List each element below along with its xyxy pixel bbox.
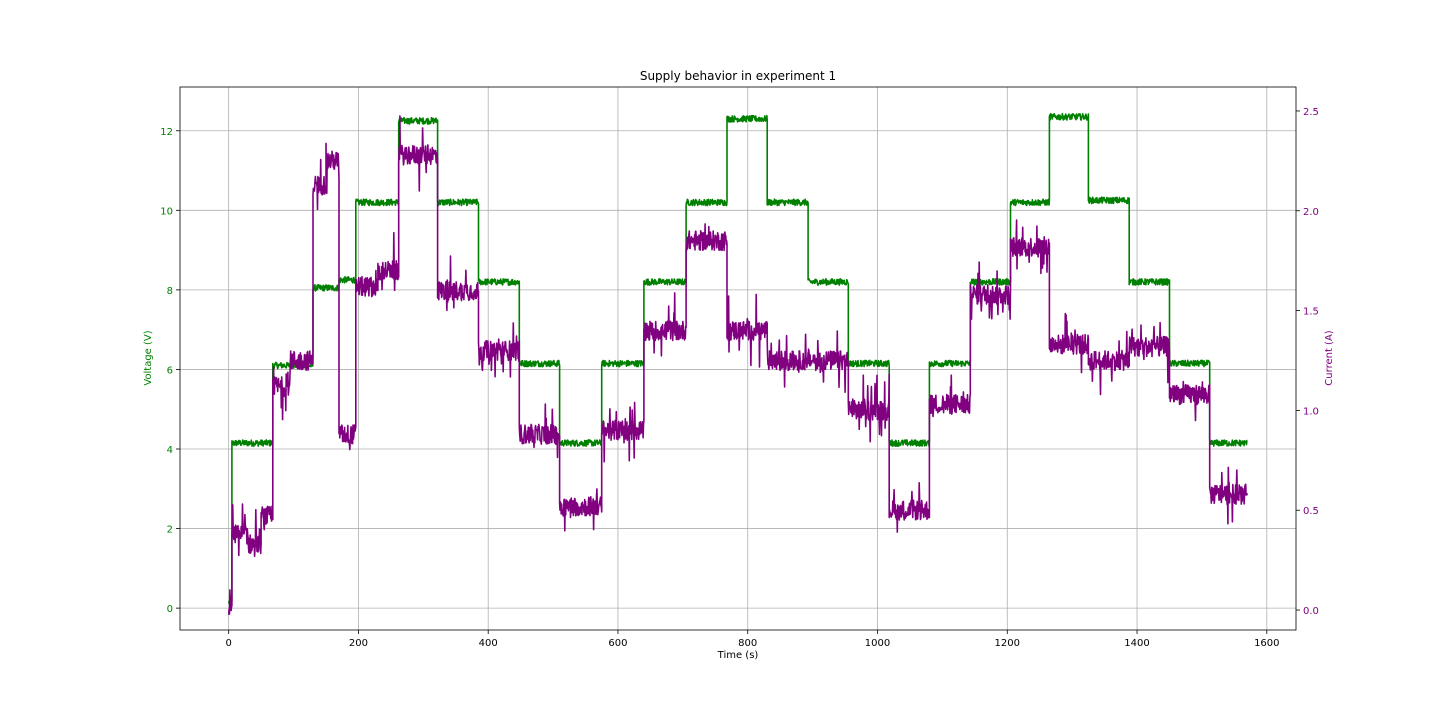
right-y-tick-label: 2.5 [1303, 107, 1319, 118]
right-y-tick-label: 0.5 [1303, 506, 1319, 517]
x-tick-label: 1600 [1254, 638, 1279, 649]
plot-frame [179, 86, 1297, 631]
x-tick-label: 1400 [1124, 638, 1149, 649]
left-y-tick-label: 2 [167, 525, 173, 536]
left-y-tick-label: 12 [160, 127, 173, 138]
series-line-current [227, 115, 1249, 615]
right-y-axis-label: Current (A) [1324, 330, 1335, 385]
left-y-axis: 0 2 4 6 8 10 12 [160, 127, 180, 615]
grid [180, 87, 1296, 630]
right-y-tick-label: 1.0 [1303, 406, 1319, 417]
left-y-tick-label: 4 [167, 445, 173, 456]
x-axis: 0 200 400 600 800 1000 1200 1400 1600 [225, 630, 1280, 649]
x-tick-label: 400 [479, 638, 498, 649]
left-y-axis-label: Voltage (V) [143, 330, 154, 385]
right-y-tick-label: 2.0 [1303, 207, 1319, 218]
left-y-tick-label: 10 [160, 206, 173, 217]
left-y-tick-label: 8 [167, 286, 173, 297]
left-y-tick-label: 6 [167, 365, 173, 376]
x-tick-label: 0 [225, 638, 231, 649]
left-y-tick-label: 0 [167, 604, 173, 615]
x-tick-label: 200 [349, 638, 368, 649]
x-tick-label: 1200 [995, 638, 1020, 649]
series-layer [227, 112, 1249, 615]
right-y-axis: 0.0 0.5 1.0 1.5 2.0 2.5 [1296, 107, 1319, 617]
x-tick-label: 1000 [865, 638, 890, 649]
right-y-tick-label: 1.5 [1303, 307, 1319, 318]
x-tick-label: 600 [608, 638, 627, 649]
x-tick-label: 800 [738, 638, 757, 649]
chart-title: Supply behavior in experiment 1 [640, 69, 836, 83]
x-axis-label: Time (s) [717, 650, 759, 661]
right-y-tick-label: 0.0 [1303, 606, 1319, 617]
